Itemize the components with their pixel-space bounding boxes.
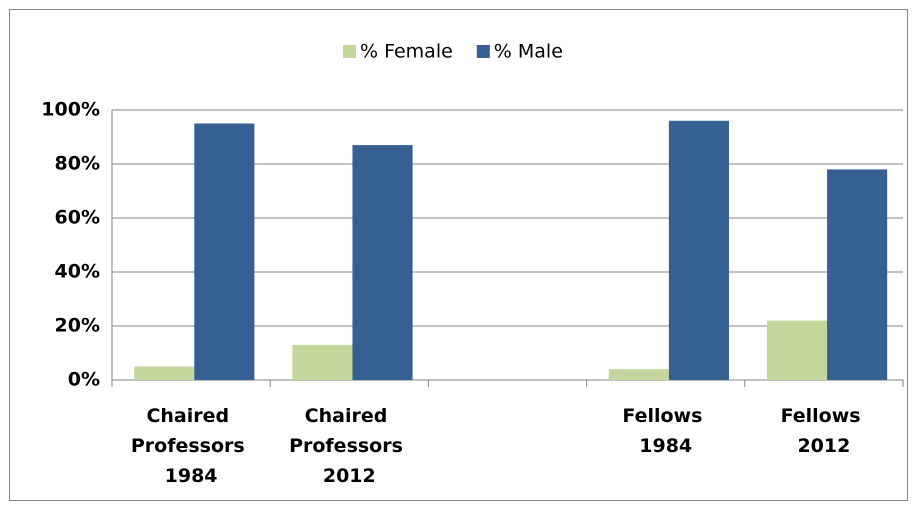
x-tick-label: Fellows 2012	[781, 405, 868, 457]
y-tick-label: 40%	[55, 261, 100, 283]
legend-swatch	[343, 45, 356, 58]
y-tick-label: 20%	[55, 315, 100, 337]
chart-frame	[9, 9, 908, 501]
bar	[352, 145, 413, 380]
y-tick-label: 100%	[41, 99, 100, 121]
x-tick-label: Chaired Professors 1984	[131, 405, 251, 487]
legend-swatch	[476, 45, 490, 58]
bar	[608, 369, 669, 380]
bar	[292, 344, 353, 380]
y-tick-label: 0%	[68, 369, 100, 391]
bar	[668, 120, 729, 381]
bar	[194, 123, 255, 380]
x-tick-label: Chaired Professors 2012	[289, 405, 409, 487]
y-tick-label: 80%	[55, 153, 100, 175]
legend-label: % Female	[360, 41, 453, 63]
bar	[766, 320, 828, 380]
x-tick-label: Fellows 1984	[622, 405, 709, 457]
bar	[827, 169, 888, 380]
legend-label: % Male	[494, 41, 563, 63]
bar	[134, 366, 195, 380]
y-tick-label: 60%	[55, 207, 100, 229]
